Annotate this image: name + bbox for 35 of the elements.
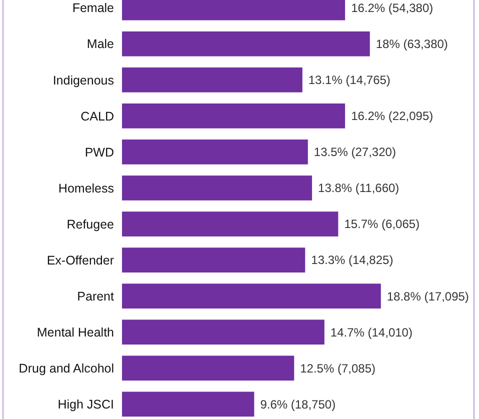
- bar: [122, 356, 294, 381]
- bar: [122, 67, 302, 92]
- bar: [122, 284, 381, 309]
- data-label: 9.6% (18,750): [260, 397, 336, 412]
- data-label: 13.3% (14,825): [311, 253, 394, 268]
- y-tick-label: Female: [72, 1, 114, 16]
- data-label: 16.2% (54,380): [351, 1, 434, 16]
- data-label: 13.1% (14,765): [308, 73, 390, 88]
- data-label: 13.8% (11,660): [318, 181, 400, 196]
- y-tick-label: Indigenous: [52, 73, 114, 88]
- bar: [122, 392, 254, 417]
- data-label: 15.7% (6,065): [344, 217, 420, 232]
- data-label: 18% (63,380): [376, 37, 448, 52]
- y-tick-label: Refugee: [66, 217, 114, 232]
- y-tick-label: Homeless: [58, 181, 114, 196]
- y-tick-label: Parent: [77, 289, 115, 304]
- bar: [122, 176, 312, 200]
- bar: [122, 140, 308, 164]
- y-tick-label: CALD: [80, 109, 114, 124]
- y-tick-label: PWD: [84, 145, 114, 160]
- data-label: 12.5% (7,085): [300, 361, 376, 376]
- data-label: 14.7% (14,010): [330, 325, 412, 340]
- bar: [122, 103, 346, 128]
- bar: [122, 248, 306, 272]
- y-tick-label: Mental Health: [36, 325, 114, 340]
- data-label: 16.2% (22,095): [351, 109, 434, 124]
- y-tick-label: High JSCI: [58, 398, 114, 412]
- y-tick-label: Ex-Offender: [46, 253, 114, 268]
- data-label: 18.8% (17,095): [386, 289, 469, 304]
- y-tick-label: Drug and Alcohol: [18, 362, 114, 376]
- y-tick-label: Male: [86, 37, 114, 52]
- data-label: 13.5% (27,320): [314, 145, 396, 160]
- bar: [122, 320, 324, 345]
- bar: [122, 31, 370, 56]
- bar: [122, 212, 338, 236]
